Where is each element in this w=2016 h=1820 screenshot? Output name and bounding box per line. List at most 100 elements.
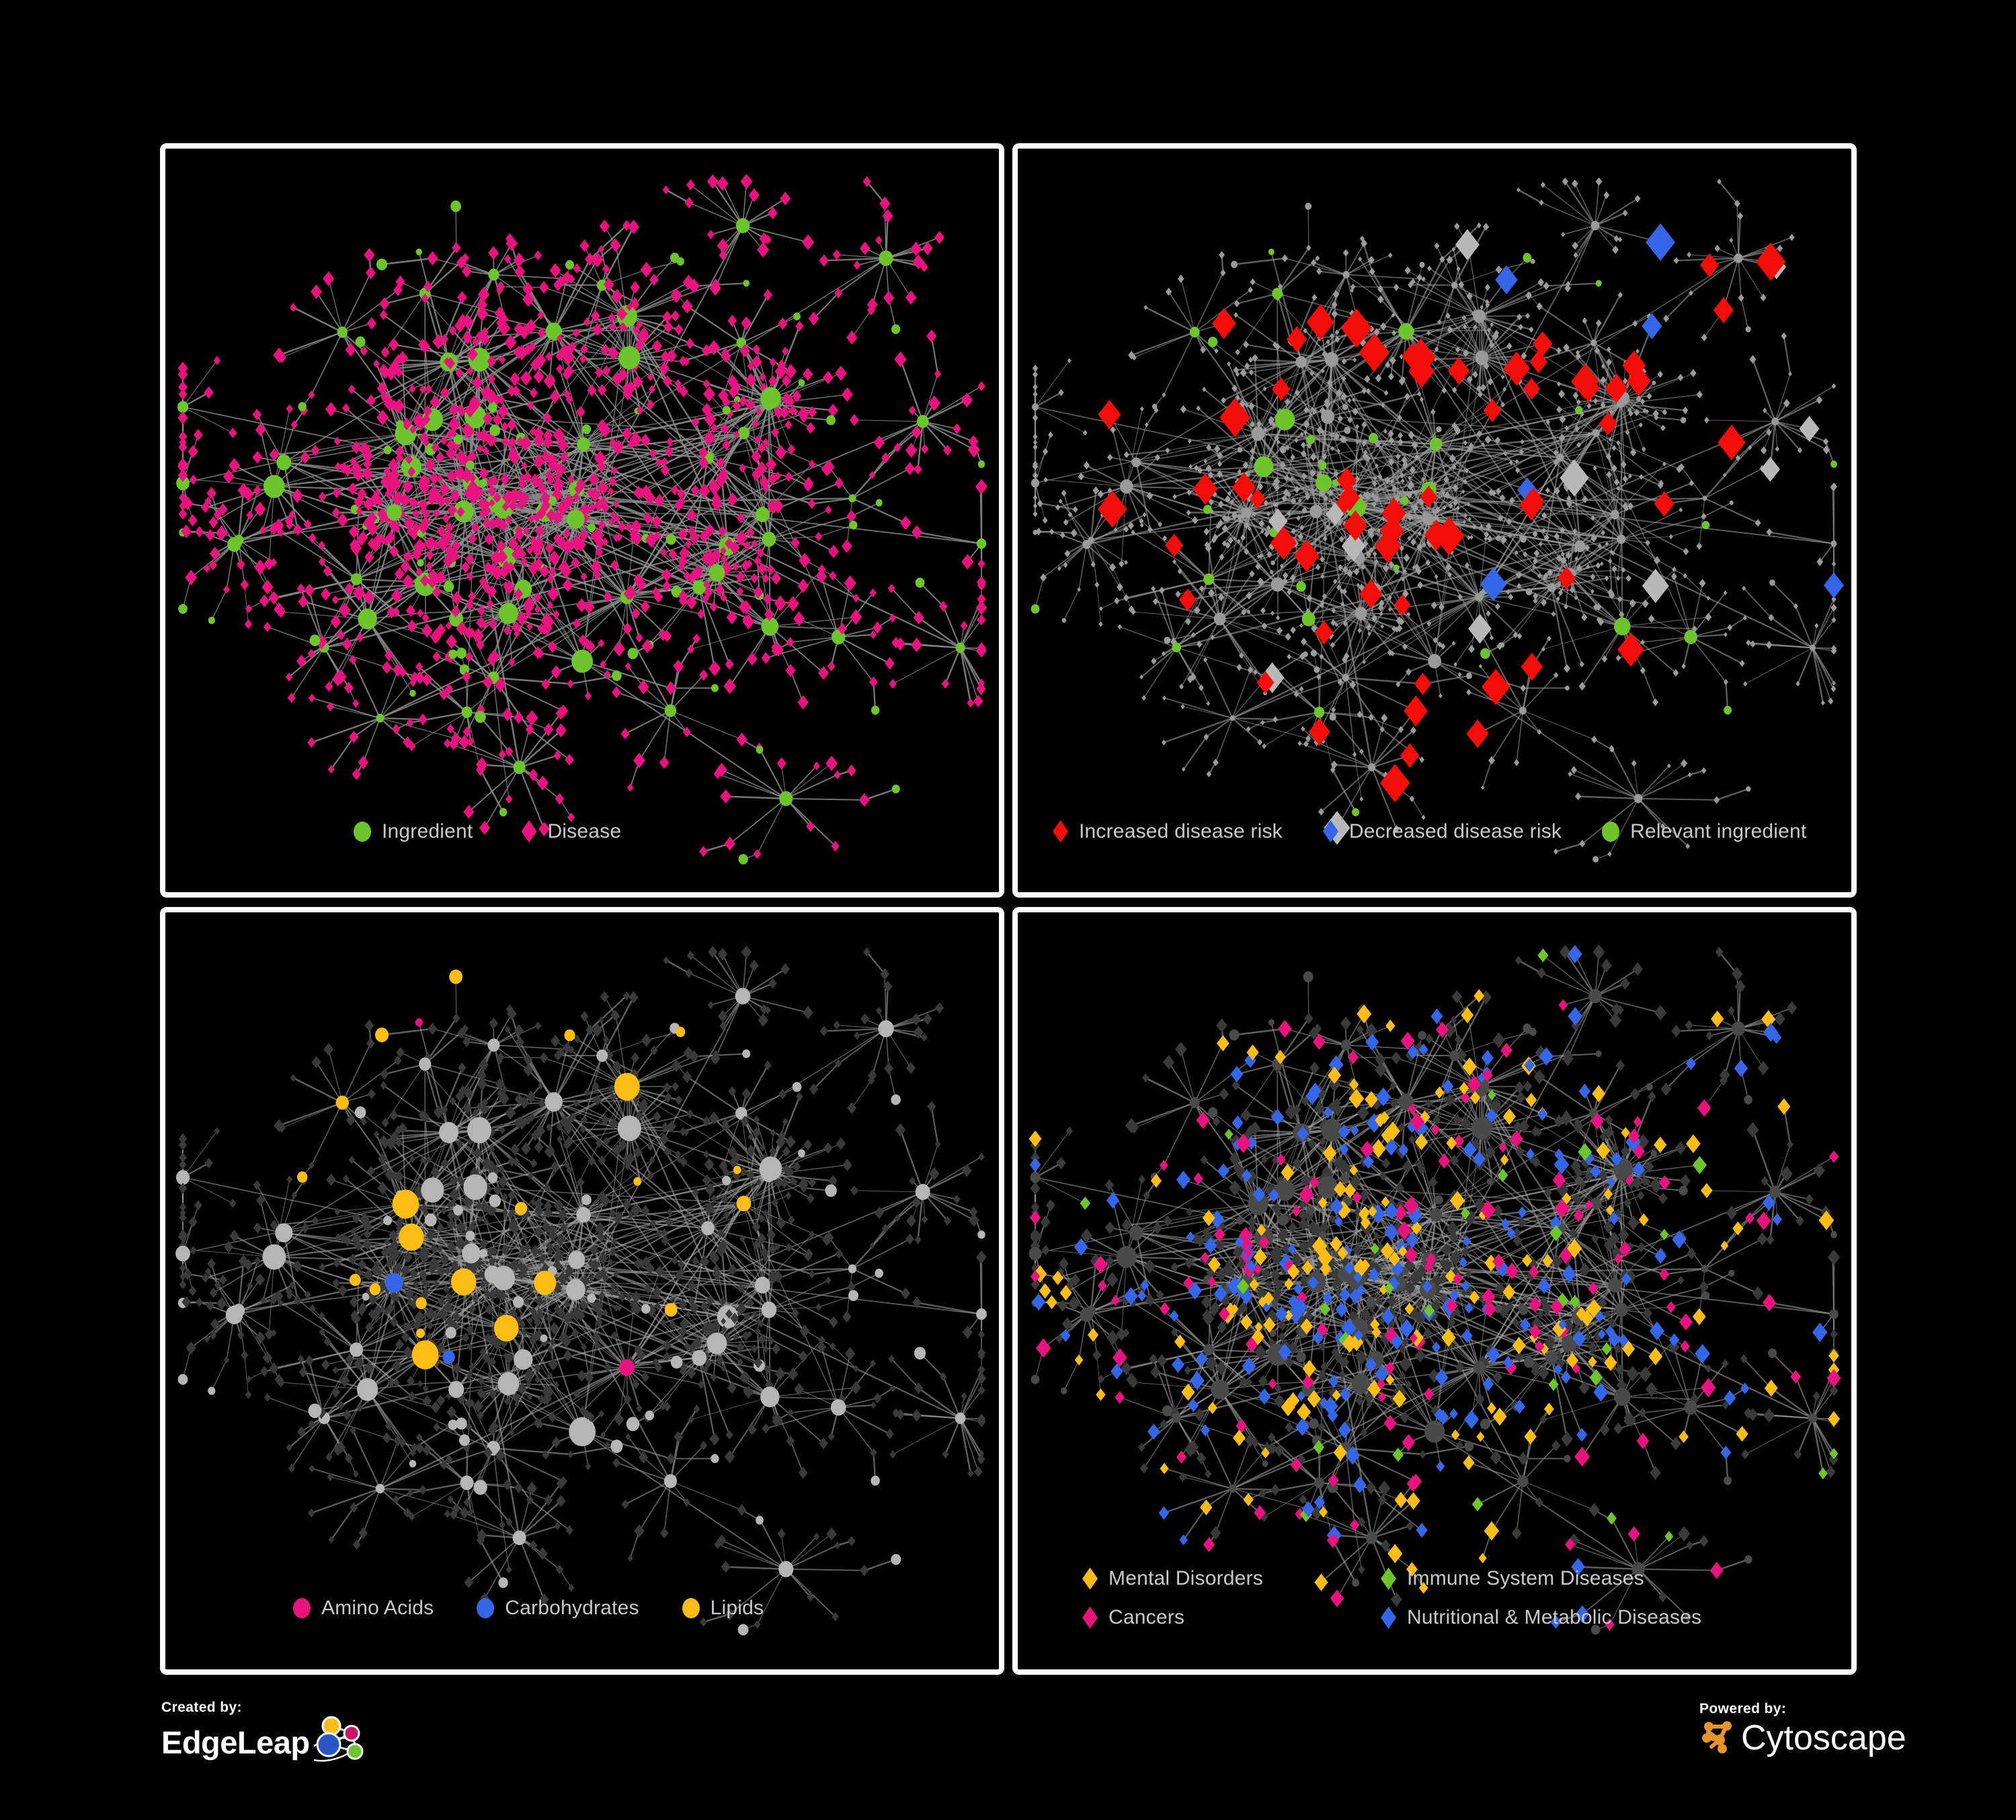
network-node-disease[interactable] (655, 458, 663, 468)
network-node-disease[interactable] (1180, 704, 1185, 709)
network-node-disease[interactable] (1413, 1118, 1428, 1138)
network-node-disease[interactable] (508, 1210, 516, 1219)
network-node-disease[interactable] (1287, 1341, 1299, 1355)
network-node-disease[interactable] (598, 1410, 604, 1418)
network-node-ingredient[interactable] (1744, 1095, 1752, 1105)
network-node-disease[interactable] (508, 500, 518, 512)
network-node-disease[interactable] (1637, 1242, 1646, 1253)
network-node-disease[interactable] (420, 1111, 430, 1123)
network-node-disease[interactable] (1746, 1121, 1759, 1138)
network-node-disease[interactable] (758, 1214, 766, 1224)
network-node-disease[interactable] (1503, 450, 1508, 457)
network-node-disease[interactable] (1261, 1267, 1271, 1280)
network-node-disease[interactable] (1478, 1552, 1487, 1564)
network-node-disease[interactable] (471, 1293, 479, 1303)
network-node-disease[interactable] (450, 489, 459, 500)
network-node-disease[interactable] (612, 372, 623, 387)
network-node-disease[interactable] (524, 1372, 534, 1384)
network-node-disease[interactable] (668, 549, 678, 560)
network-node-disease[interactable] (1626, 1242, 1634, 1251)
network-node-disease[interactable] (407, 466, 416, 477)
network-node-ingredient[interactable] (534, 1271, 557, 1296)
network-node-disease[interactable] (326, 1173, 336, 1187)
network-node-disease[interactable] (558, 1334, 565, 1342)
network-node-ingredient[interactable] (1272, 288, 1283, 300)
network-node-disease[interactable] (543, 615, 555, 629)
network-node-disease[interactable] (534, 250, 542, 261)
network-node-disease[interactable] (368, 1308, 376, 1319)
network-node-disease[interactable] (934, 231, 945, 244)
network-node-disease[interactable] (1373, 495, 1380, 503)
network-node-disease[interactable] (1652, 698, 1659, 707)
network-node-disease[interactable] (1572, 179, 1578, 188)
network-node-disease[interactable] (380, 1247, 390, 1259)
network-node-disease[interactable] (1337, 415, 1343, 422)
network-node-ingredient[interactable] (439, 1121, 458, 1144)
network-node-disease[interactable] (1506, 1227, 1516, 1239)
network-node-disease[interactable] (178, 431, 188, 442)
network-node-disease[interactable] (501, 1085, 508, 1094)
network-node-ingredient[interactable] (1329, 713, 1336, 721)
network-node-disease[interactable] (709, 601, 718, 612)
network-node-disease[interactable] (529, 426, 537, 436)
network-node-disease[interactable] (534, 1376, 541, 1384)
network-node-disease[interactable] (579, 239, 590, 252)
network-node-disease[interactable] (504, 334, 517, 350)
network-node-disease[interactable] (1455, 1048, 1467, 1062)
network-node-disease[interactable] (1123, 451, 1129, 459)
network-node-disease[interactable] (1243, 1493, 1254, 1507)
network-node-disease[interactable] (719, 1021, 727, 1031)
network-node-disease[interactable] (402, 494, 409, 503)
network-node-ingredient[interactable] (676, 1027, 686, 1037)
network-node-disease[interactable] (403, 552, 410, 561)
network-node-disease[interactable] (1186, 489, 1192, 496)
network-node-disease[interactable] (1609, 1012, 1622, 1029)
network-node-disease[interactable] (1436, 1021, 1449, 1038)
network-node-disease[interactable] (1387, 1295, 1397, 1308)
network-node-disease[interactable] (179, 437, 187, 448)
network-node-disease[interactable] (526, 401, 534, 410)
network-node-disease[interactable] (1646, 393, 1652, 400)
network-node-disease[interactable] (1533, 549, 1540, 557)
network-node-disease[interactable] (269, 522, 279, 536)
network-node-disease[interactable] (563, 1349, 573, 1361)
network-node-ingredient[interactable] (276, 454, 292, 471)
network-node-ingredient[interactable] (1120, 479, 1133, 494)
network-node-disease[interactable] (1159, 1302, 1170, 1316)
network-node-disease[interactable] (1648, 1091, 1656, 1103)
network-node-disease[interactable] (625, 1294, 633, 1302)
network-node-disease[interactable] (883, 290, 895, 305)
network-node-disease[interactable] (1826, 1369, 1841, 1388)
network-node-disease[interactable] (520, 557, 528, 567)
network-node-disease[interactable] (445, 357, 456, 370)
network-node-disease[interactable] (1505, 1262, 1519, 1279)
network-node-disease[interactable] (1067, 511, 1073, 518)
network-node-disease[interactable] (1645, 409, 1650, 414)
network-node-disease[interactable] (962, 1325, 973, 1339)
network-node-disease[interactable] (909, 1177, 916, 1185)
network-node-disease[interactable] (1621, 502, 1629, 511)
network-node-disease[interactable] (1515, 467, 1521, 474)
network-node-disease[interactable] (397, 1122, 407, 1135)
network-node-disease[interactable] (1309, 370, 1314, 377)
network-node-disease[interactable] (1131, 608, 1136, 615)
network-node-disease[interactable] (1151, 586, 1156, 592)
network-node-ingredient[interactable] (955, 1413, 966, 1424)
network-node-disease[interactable] (1032, 364, 1039, 372)
network-node-disease[interactable] (1463, 1410, 1480, 1429)
network-node-disease[interactable] (387, 458, 399, 473)
network-node-disease[interactable] (1431, 1299, 1442, 1312)
network-node-disease[interactable] (1595, 603, 1602, 611)
network-node-disease[interactable] (449, 428, 457, 437)
network-node-disease[interactable] (1309, 1061, 1320, 1074)
network-node-disease[interactable] (1481, 1050, 1494, 1066)
network-node-disease[interactable] (1419, 397, 1424, 403)
network-node-disease[interactable] (1240, 368, 1247, 377)
network-node-disease[interactable] (422, 1394, 432, 1407)
network-node-disease[interactable] (610, 1282, 616, 1290)
network-node-disease[interactable] (376, 409, 389, 426)
network-node-disease[interactable] (479, 1200, 489, 1213)
network-node-disease[interactable] (412, 509, 420, 519)
network-node-disease[interactable] (661, 1228, 668, 1236)
network-node-disease[interactable] (1796, 680, 1800, 687)
